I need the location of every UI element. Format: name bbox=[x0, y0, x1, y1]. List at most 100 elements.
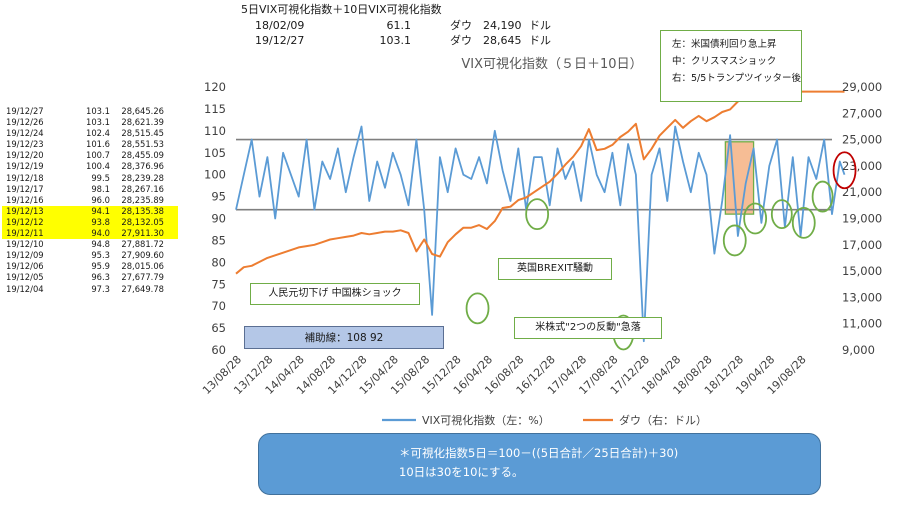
header-vix: 61.1 bbox=[386, 18, 412, 32]
side-table-cell-vix: 97.3 bbox=[91, 283, 110, 294]
side-table-cell-date: 19/12/27 bbox=[6, 106, 44, 116]
annotation-china: 人民元切下げ 中国株ショック bbox=[250, 283, 420, 305]
side-table-cell-date: 19/12/13 bbox=[6, 205, 44, 216]
side-table-cell-vix: 95.3 bbox=[91, 250, 110, 261]
side-table-cell-vix: 100.7 bbox=[86, 150, 110, 161]
event-legend-line: 左：米国債利回り急上昇 bbox=[672, 39, 777, 50]
event-circle bbox=[525, 198, 550, 231]
side-table-cell-vix: 101.6 bbox=[86, 139, 110, 150]
legend-label-dow: ダウ（右：ドル） bbox=[619, 413, 707, 427]
side-table-row: 19/12/04 97.3 27,649.78 bbox=[2, 284, 178, 295]
side-table-cell-dow: 27,909.60 bbox=[121, 250, 164, 261]
side-table-row: 19/12/13 94.1 28,135.38 bbox=[2, 205, 178, 217]
side-table-row: 19/12/06 95.9 28,015.06 bbox=[2, 261, 178, 272]
chart-title: VIX可視化指数（５日＋10日） bbox=[461, 57, 642, 72]
side-table-cell-vix: 100.4 bbox=[86, 161, 110, 172]
side-table-cell-vix: 103.1 bbox=[86, 106, 110, 116]
side-table-cell-dow: 27,649.78 bbox=[121, 283, 164, 294]
side-table-row: 19/12/18 99.5 28,239.28 bbox=[2, 173, 178, 184]
side-table-row: 19/12/26 103.1 28,621.39 bbox=[2, 117, 178, 128]
y-left-tick-label: 85 bbox=[211, 233, 226, 247]
side-table-cell-dow: 28,551.53 bbox=[121, 139, 164, 150]
side-table-cell-vix: 95.9 bbox=[91, 261, 110, 272]
y-right-tick-label: 11,000 bbox=[842, 317, 882, 331]
y-right-tick-label: 13,000 bbox=[842, 290, 882, 304]
header-index: ダウ bbox=[450, 34, 472, 47]
header-date: 19/12/27 bbox=[255, 34, 305, 47]
y-left-tick-label: 80 bbox=[211, 255, 226, 269]
annotation-brexit-text: 英国BREXIT騒動 bbox=[516, 263, 594, 274]
side-table-row: 19/12/17 98.1 28,267.16 bbox=[2, 184, 178, 195]
side-table-row: 19/12/09 95.3 27,909.60 bbox=[2, 250, 178, 261]
side-table-cell-date: 19/12/04 bbox=[6, 283, 44, 294]
latest-circle bbox=[832, 151, 857, 190]
side-table-cell-dow: 27,677.79 bbox=[121, 272, 164, 283]
side-table-cell-date: 19/12/19 bbox=[6, 161, 44, 172]
header-row-1: 18/02/09 61.1 ダウ 24,190 ドル bbox=[241, 18, 561, 34]
side-table-cell-vix: 96.3 bbox=[91, 272, 110, 283]
side-table-cell-date: 19/12/05 bbox=[6, 272, 44, 283]
side-table-cell-dow: 28,455.09 bbox=[121, 150, 164, 161]
side-table-cell-date: 19/12/11 bbox=[6, 228, 44, 239]
series-line-0 bbox=[235, 125, 846, 343]
side-table-cell-date: 19/12/18 bbox=[6, 172, 44, 183]
aux-line-label: 補助線：108 92 bbox=[244, 326, 444, 349]
side-data-table: 19/12/27 103.1 28,645.26 19/12/26 103.1 28,62… bbox=[2, 106, 178, 295]
event-legend-line: 中：クリスマスショック bbox=[672, 56, 777, 67]
y-right-tick-label: 17,000 bbox=[842, 238, 882, 252]
side-table-cell-dow: 28,239.28 bbox=[121, 172, 164, 183]
event-circle bbox=[465, 292, 490, 325]
legend-label-vix: VIX可視化指数（左：%） bbox=[422, 413, 550, 427]
chart-header: 5日VIX可視化指数＋10日VIX可視化指数 18/02/09 61.1 ダウ … bbox=[241, 2, 561, 49]
side-table-cell-vix: 94.8 bbox=[91, 239, 110, 250]
y-left-tick-label: 110 bbox=[204, 124, 226, 138]
side-table-cell-vix: 99.5 bbox=[91, 172, 110, 183]
side-table-row: 19/12/20 100.7 28,455.09 bbox=[2, 150, 178, 161]
side-table-cell-vix: 94.0 bbox=[91, 228, 110, 239]
side-table-cell-date: 19/12/12 bbox=[6, 216, 44, 227]
y-right-tick-label: 19,000 bbox=[842, 212, 882, 226]
side-table-row: 19/12/16 96.0 28,235.89 bbox=[2, 195, 178, 206]
event-legend-box: 左：米国債利回り急上昇 中：クリスマスショック 右：5/5トランプツイッター後 bbox=[660, 30, 802, 102]
side-table-row: 19/12/23 101.6 28,551.53 bbox=[2, 139, 178, 150]
side-table-cell-vix: 103.1 bbox=[86, 117, 110, 128]
y-left-tick-label: 70 bbox=[211, 299, 226, 313]
y-left-tick-label: 60 bbox=[211, 343, 226, 357]
side-table-cell-vix: 93.8 bbox=[91, 216, 110, 227]
side-table-cell-date: 19/12/26 bbox=[6, 117, 44, 128]
annotation-china-text: 人民元切下げ 中国株ショック bbox=[268, 288, 402, 299]
side-table-cell-date: 19/12/06 bbox=[6, 261, 44, 272]
side-table-cell-vix: 98.1 bbox=[91, 183, 110, 194]
side-table-row: 19/12/11 94.0 27,911.30 bbox=[2, 228, 178, 240]
y-right-tick-label: 9,000 bbox=[842, 343, 875, 357]
y-right-tick-label: 25,000 bbox=[842, 133, 882, 147]
y-left-tick-label: 75 bbox=[211, 277, 226, 291]
header-title: 5日VIX可視化指数＋10日VIX可視化指数 bbox=[241, 3, 442, 16]
formula-line-1: ＊可視化指数5日＝100－((5日合計／25日合計)＋30) bbox=[399, 446, 679, 460]
y-right-tick-label: 21,000 bbox=[842, 185, 882, 199]
side-table-cell-vix: 94.1 bbox=[91, 205, 110, 216]
side-table-cell-date: 19/12/16 bbox=[6, 194, 44, 205]
side-table-cell-dow: 28,645.26 bbox=[121, 106, 164, 116]
side-table-cell-dow: 28,376.96 bbox=[121, 161, 164, 172]
header-index: ダウ bbox=[450, 18, 472, 32]
side-table-row: 19/12/12 93.8 28,132.05 bbox=[2, 216, 178, 229]
side-table-cell-dow: 28,135.38 bbox=[121, 205, 164, 216]
header-vix: 103.1 bbox=[379, 34, 412, 47]
header-row-2: 19/12/27 103.1 ダウ 28,645 ドル bbox=[241, 33, 561, 49]
side-table-row: 19/12/19 100.4 28,376.96 bbox=[2, 161, 178, 172]
y-left-tick-label: 120 bbox=[204, 80, 226, 94]
side-table-cell-dow: 28,621.39 bbox=[121, 117, 164, 128]
y-left-tick-label: 65 bbox=[211, 321, 226, 335]
y-left-tick-label: 95 bbox=[211, 190, 226, 204]
side-table-cell-dow: 28,515.45 bbox=[121, 128, 164, 139]
side-table-cell-vix: 96.0 bbox=[91, 194, 110, 205]
y-right-tick-label: 23,000 bbox=[842, 159, 882, 173]
side-table-cell-dow: 27,911.30 bbox=[121, 228, 164, 239]
y-left-tick-label: 90 bbox=[211, 212, 226, 226]
event-circle bbox=[791, 206, 816, 239]
side-table-row: 19/12/05 96.3 27,677.79 bbox=[2, 272, 178, 283]
aux-line-text: 補助線：108 92 bbox=[304, 332, 384, 344]
header-value: 24,190 bbox=[483, 18, 522, 32]
event-legend-line: 右：5/5トランプツイッター後 bbox=[672, 73, 802, 84]
